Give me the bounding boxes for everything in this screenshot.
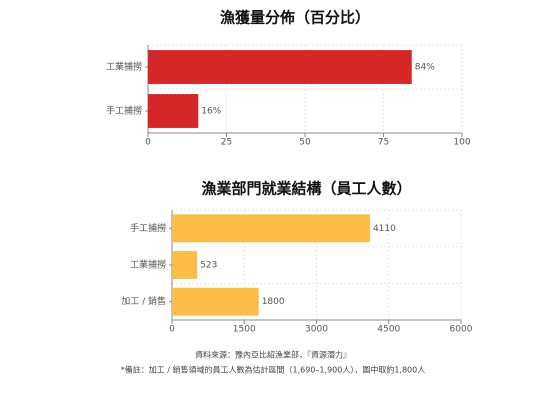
bar [172, 251, 198, 279]
x-tick-label: 75 [378, 138, 389, 148]
y-tick-label: 加工 / 銷售 [121, 295, 166, 307]
chart-title: 漁獲量分佈（百分比） [220, 9, 370, 27]
value-label: 4110 [373, 224, 396, 234]
value-label: 16% [201, 107, 221, 117]
x-tick-label: 6000 [450, 325, 473, 335]
x-tick-label: 0 [169, 325, 175, 335]
y-tick-label: 工業捕撈 [106, 61, 142, 73]
x-tick-label: 4500 [377, 325, 400, 335]
chart-title: 漁業部門就業結構（員工人數） [201, 180, 411, 198]
x-tick-label: 0 [145, 138, 151, 148]
x-tick-label: 1500 [233, 325, 256, 335]
x-tick-label: 50 [299, 138, 311, 148]
value-label: 523 [200, 261, 217, 271]
x-tick-label: 3000 [305, 325, 328, 335]
value-label: 84% [415, 63, 435, 73]
x-tick-label: 25 [221, 138, 232, 148]
footnote: 資料來源：豫內亞比紹漁業部，『資源潛力』 [195, 350, 351, 360]
bar [172, 287, 259, 316]
y-tick-label: 手工捕撈 [106, 105, 142, 117]
bar [148, 50, 412, 84]
bar [172, 214, 370, 243]
y-tick-label: 手工捕撈 [130, 222, 166, 234]
bar [148, 94, 199, 128]
x-tick-label: 100 [453, 138, 470, 148]
footnote: *備註：加工 / 銷售領域的員工人數為估計區間（1,690–1,900人），圖中… [121, 365, 426, 375]
y-tick-label: 工業捕撈 [130, 259, 166, 271]
value-label: 1800 [262, 297, 285, 307]
